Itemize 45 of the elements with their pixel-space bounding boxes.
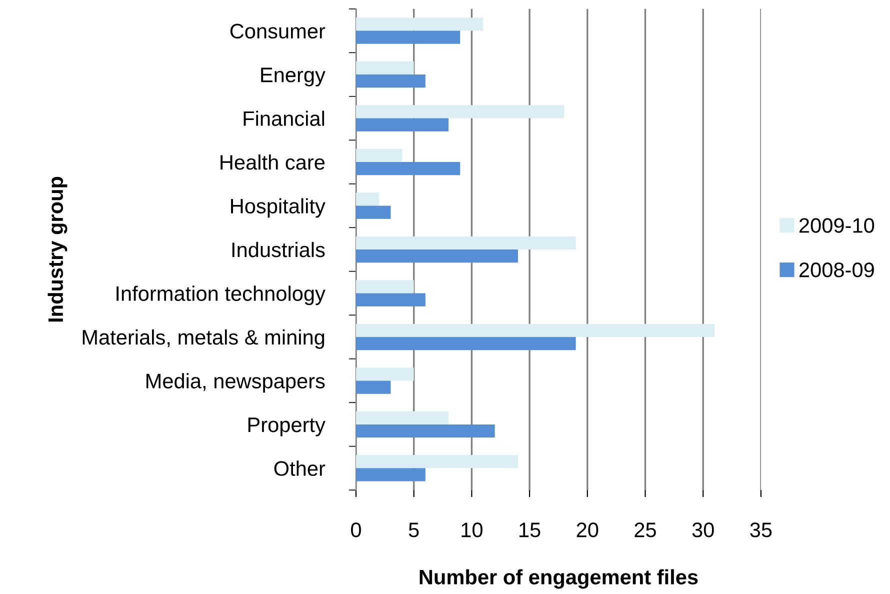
bar (356, 118, 449, 132)
y-tick-label: Hospitality (231, 198, 326, 218)
y-tick-label: Property (248, 418, 326, 436)
x-tick-label: 15 (520, 522, 540, 538)
legend-label: 2008-09 (800, 262, 874, 278)
y-tick-label: Financial (244, 110, 324, 126)
bar (356, 411, 449, 424)
y-tick-label: Media, newspapers (146, 373, 325, 393)
bar (356, 236, 576, 250)
bar (356, 148, 402, 162)
bar (356, 455, 518, 468)
bar (356, 293, 426, 306)
x-tick-label: 10 (462, 522, 482, 538)
bar (356, 280, 414, 294)
bar (356, 74, 426, 88)
x-axis-title: Number of engagement files (420, 569, 698, 589)
x-tick-label: 35 (750, 522, 772, 538)
y-tick-label: Energy (261, 68, 326, 86)
bar (356, 468, 426, 482)
bar (356, 192, 380, 206)
y-tick-label: Health care (220, 154, 325, 170)
y-tick-label: Industrials (232, 242, 325, 258)
bar (356, 30, 460, 44)
bar (356, 336, 576, 350)
x-tick-label: 5 (408, 522, 419, 538)
bar (356, 206, 391, 219)
bar (356, 249, 518, 263)
legend-label: 2009-10 (800, 218, 874, 233)
y-tick-label: Information technology (116, 286, 326, 306)
bar (356, 61, 414, 75)
y-tick-label: Materials, metals & mining (82, 329, 324, 349)
x-tick-label: 30 (692, 522, 714, 538)
x-tick-label: 20 (576, 522, 598, 538)
bar (356, 162, 460, 176)
bar (356, 18, 484, 31)
bar (356, 368, 414, 381)
bar (356, 105, 564, 118)
x-tick-label: 25 (634, 522, 656, 538)
bar (356, 324, 715, 337)
y-tick-label: Consumer (230, 24, 326, 39)
bar (356, 424, 495, 438)
bar (356, 380, 391, 394)
y-tick-label: Other (274, 460, 326, 476)
y-axis-title: Industry group (48, 176, 68, 322)
x-tick-label: 0 (351, 522, 361, 538)
